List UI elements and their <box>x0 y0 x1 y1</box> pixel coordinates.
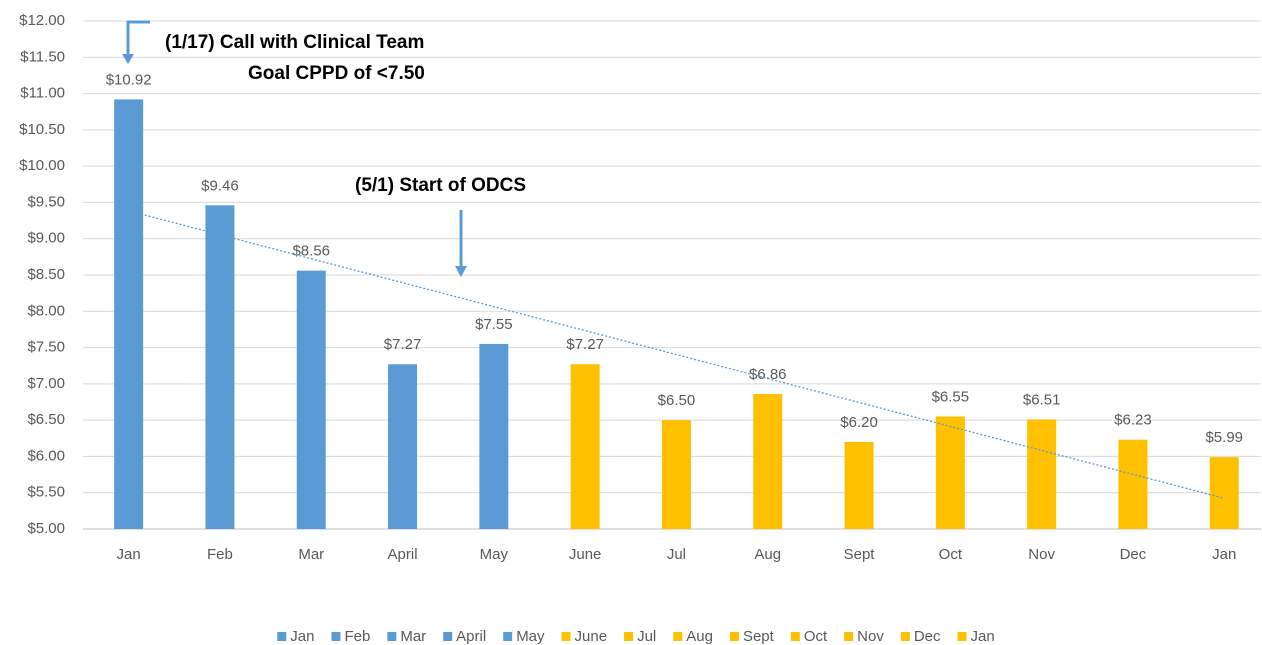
data-label: $5.99 <box>1205 429 1243 446</box>
data-label: $7.27 <box>566 336 604 353</box>
legend-label: Jan <box>971 628 995 645</box>
legend-swatch <box>503 632 513 641</box>
annotation: (1/17) Call with Clinical Team <box>165 32 424 53</box>
data-label: $7.27 <box>384 336 422 353</box>
x-tick-label: May <box>480 546 509 563</box>
bar <box>205 205 235 529</box>
bar <box>1118 439 1148 529</box>
legend-label: May <box>516 628 545 645</box>
y-tick-label: $10.00 <box>19 157 65 174</box>
legend-swatch <box>957 632 967 641</box>
data-label: $6.23 <box>1114 412 1152 429</box>
data-label: $6.55 <box>932 388 970 405</box>
annotation: (5/1) Start of ODCS <box>355 175 526 196</box>
arrow <box>126 20 150 56</box>
bar <box>1209 457 1239 529</box>
data-label: $9.46 <box>201 177 239 194</box>
bar <box>114 99 144 530</box>
arrow-head <box>455 266 467 277</box>
x-tick-label: Feb <box>207 546 233 563</box>
legend-swatch <box>900 632 910 641</box>
legend-swatch <box>729 632 739 641</box>
bar <box>570 364 600 529</box>
bar <box>844 441 874 529</box>
y-tick-label: $5.50 <box>27 484 65 501</box>
x-tick-label: Jul <box>667 546 686 563</box>
y-tick-label: $12.00 <box>19 12 65 29</box>
y-tick-label: $7.50 <box>27 339 65 356</box>
x-tick-label: June <box>569 546 602 563</box>
y-tick-label: $6.50 <box>27 411 65 428</box>
bar <box>935 416 965 529</box>
legend-label: June <box>575 628 608 645</box>
data-label: $7.55 <box>475 316 513 333</box>
annotation-arrows <box>122 20 467 277</box>
x-tick-label: Mar <box>298 546 324 563</box>
data-label: $6.51 <box>1023 391 1061 408</box>
y-tick-label: $6.00 <box>27 447 65 464</box>
y-tick-label: $9.50 <box>27 193 65 210</box>
y-tick-label: $11.50 <box>20 48 65 65</box>
plot: $5.00 $5.50 $6.00 $6.50 $7.00 $7.50 $8.00 $8.50… <box>19 12 1261 645</box>
legend-swatch <box>673 632 683 641</box>
legend-swatch <box>443 632 453 641</box>
x-tick-label: Dec <box>1120 546 1147 563</box>
bar <box>661 420 691 529</box>
y-tick-label: $8.00 <box>27 302 65 319</box>
data-label: $6.86 <box>749 366 787 383</box>
y-tick-label: $11.00 <box>20 85 65 102</box>
data-label: $6.20 <box>840 414 878 431</box>
x-tick-label: Sept <box>844 546 876 563</box>
bar <box>388 364 418 529</box>
legend-label: Dec <box>914 628 941 645</box>
bar <box>296 270 326 529</box>
legend-swatch <box>561 632 571 641</box>
x-tick-label: Aug <box>754 546 781 563</box>
data-label: $10.92 <box>106 71 152 88</box>
legend-label: Oct <box>804 628 828 645</box>
legend-label: Mar <box>400 628 426 645</box>
legend-label: Feb <box>344 628 370 645</box>
x-tick-label: April <box>388 546 418 563</box>
y-tick-label: $9.00 <box>27 230 65 247</box>
legend-label: Jul <box>637 628 656 645</box>
legend-swatch <box>331 632 341 641</box>
y-tick-label: $7.00 <box>27 375 65 392</box>
legend-label: Aug <box>686 628 713 645</box>
x-tick-label: Jan <box>117 546 141 563</box>
legend: Jan Feb Mar April May June Jul Aug Sept Oct Nov Dec… <box>277 628 995 645</box>
bar <box>1027 419 1057 529</box>
legend-swatch <box>387 632 397 641</box>
arrow-head <box>122 54 134 64</box>
y-tick-label: $10.50 <box>19 121 65 138</box>
bar <box>479 343 509 529</box>
annotation: Goal CPPD of <7.50 <box>248 63 425 84</box>
y-tick-label: $5.00 <box>27 520 65 537</box>
bar <box>753 394 783 529</box>
legend-swatch <box>277 632 287 641</box>
data-label: $6.50 <box>658 392 696 409</box>
legend-swatch <box>844 632 854 641</box>
x-tick-label: Nov <box>1028 546 1055 563</box>
legend-label: Sept <box>743 628 775 645</box>
legend-swatch <box>624 632 634 641</box>
data-label: $8.56 <box>292 243 330 260</box>
legend-label: Jan <box>290 628 314 645</box>
y-tick-label: $8.50 <box>27 266 65 283</box>
x-tick-label: Jan <box>1212 546 1236 563</box>
legend-label: Nov <box>857 628 884 645</box>
legend-label: April <box>456 628 486 645</box>
legend-swatch <box>790 632 800 641</box>
x-tick-label: Oct <box>939 546 963 563</box>
